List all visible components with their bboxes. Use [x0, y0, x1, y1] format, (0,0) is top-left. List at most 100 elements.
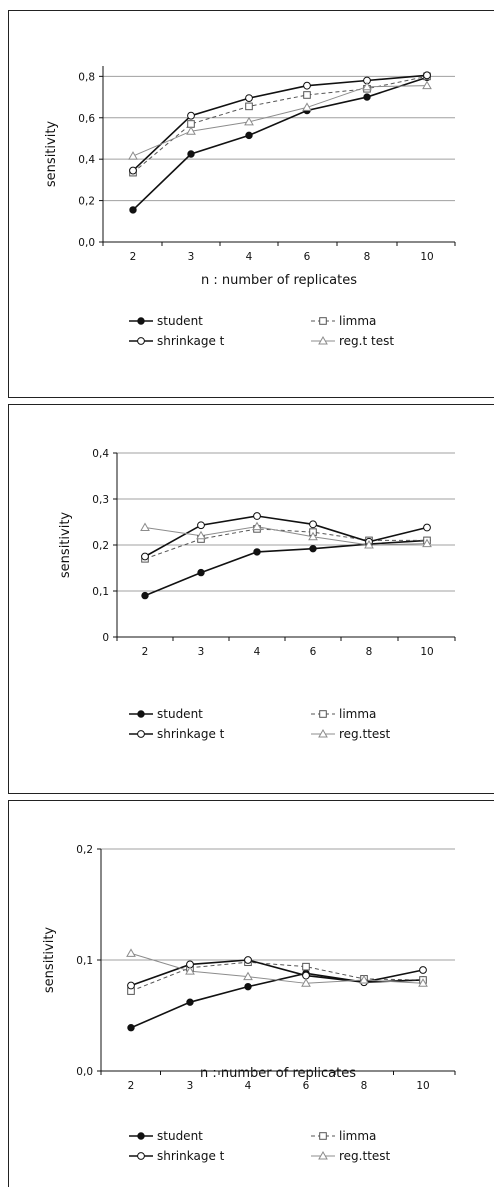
- x-tick-label: 6: [310, 646, 317, 658]
- series-line-limma: [130, 961, 424, 992]
- series-line-limma: [144, 528, 427, 560]
- legend-label-limma: limma: [339, 314, 376, 328]
- legend-marker-student: [137, 317, 145, 325]
- data-point-reg-ttest: [308, 531, 318, 541]
- y-tick-label: 0,0: [76, 1066, 93, 1078]
- data-point-reg-t-test: [128, 151, 138, 160]
- y-tick-label: 0,3: [92, 494, 109, 506]
- series-line-student: [132, 76, 428, 211]
- data-point-limma: [303, 91, 311, 99]
- legend-marker-student: [137, 710, 145, 718]
- x-tick-label: 6: [304, 251, 311, 263]
- data-point-student: [187, 150, 195, 158]
- data-point-reg-ttest: [243, 971, 253, 981]
- data-point-student: [309, 544, 317, 553]
- series-line-reg-t-test: [132, 85, 428, 157]
- data-point-student: [363, 93, 371, 101]
- legend-marker-shrinkage-t: [137, 730, 145, 738]
- x-tick-label: 8: [364, 251, 371, 263]
- legend-marker-shrinkage-t: [137, 1152, 145, 1160]
- legend-label-shrinkage-t: shrinkage t: [157, 727, 225, 741]
- y-axis-title: sensitivity: [42, 927, 57, 994]
- data-point-limma: [302, 962, 310, 971]
- legend-label-shrinkage-t: shrinkage t: [157, 1149, 225, 1163]
- legend-marker-student: [137, 1132, 145, 1140]
- data-point-reg-t-test: [362, 81, 372, 91]
- data-point-reg-ttest: [301, 978, 311, 987]
- x-tick-label: 3: [188, 251, 195, 263]
- data-point-reg-ttest: [422, 538, 432, 548]
- data-point-student: [244, 982, 252, 991]
- series-line-student: [130, 972, 424, 1029]
- series-line-reg-ttest: [130, 952, 424, 984]
- data-point-reg-t-test: [422, 80, 432, 90]
- y-tick-label: 0,1: [76, 955, 93, 967]
- data-point-shrinkage-t: [141, 552, 149, 561]
- legend-label-reg-t-test: reg.t test: [339, 334, 394, 348]
- data-point-shrinkage-t: [187, 111, 195, 120]
- data-point-student: [127, 1024, 135, 1032]
- y-tick-label: 0,4: [78, 154, 95, 166]
- chart-3-svg: 0,0 0,1 0,2 2 3 4 6 8 10 sensitivity n : number of…: [42, 844, 456, 1163]
- data-point-shrinkage-t: [244, 956, 252, 964]
- legend-label-limma: limma: [339, 1129, 376, 1143]
- x-tick-label: 8: [361, 1080, 368, 1092]
- legend-label-reg-ttest: reg.ttest: [339, 727, 391, 741]
- data-point-reg-ttest: [364, 539, 374, 549]
- data-point-shrinkage-t: [127, 981, 135, 990]
- legend-marker-shrinkage-t: [137, 337, 145, 345]
- legend-label-reg-ttest: reg.ttest: [339, 1149, 391, 1163]
- data-point-shrinkage-t: [129, 166, 137, 175]
- legend-marker-limma: [319, 710, 327, 718]
- chart-1-svg: 0,0 0,2 0,4 0,6 0,8 2 3 4 6 8 10 sensitivity n : num…: [44, 66, 456, 348]
- legend-label-student: student: [157, 1129, 203, 1143]
- data-point-limma: [245, 102, 253, 111]
- y-tick-label: 0,0: [78, 237, 95, 249]
- data-point-shrinkage-t: [423, 523, 431, 532]
- x-axis-title: n : number of replicates: [200, 1066, 356, 1081]
- data-point-reg-t-test: [244, 116, 254, 126]
- x-tick-label: 8: [366, 646, 373, 658]
- x-tick-label: 10: [420, 646, 433, 658]
- series-line-shrinkage-t: [144, 515, 428, 558]
- legend-label-student: student: [157, 707, 203, 721]
- y-tick-label: 0,2: [76, 844, 93, 856]
- legend-marker-limma: [319, 1132, 327, 1140]
- x-axis-title: n : number of replicates: [201, 273, 357, 288]
- data-point-shrinkage-t: [253, 512, 261, 520]
- x-tick-label: 10: [416, 1080, 429, 1092]
- x-tick-label: 10: [420, 251, 433, 263]
- x-tick-label: 4: [245, 1080, 252, 1092]
- x-tick-label: 6: [303, 1080, 310, 1092]
- legend-label-student: student: [157, 314, 203, 328]
- y-axis-title: sensitivity: [58, 512, 73, 579]
- data-point-shrinkage-t: [302, 971, 310, 980]
- y-tick-label: 0,2: [92, 540, 109, 552]
- data-point-reg-ttest: [359, 974, 369, 984]
- data-point-reg-ttest: [140, 522, 150, 532]
- series-line-limma: [132, 75, 428, 174]
- chart-2-svg: 0 0,1 0,2 0,3 0,4 2 3 4 6 8 10 sensitivity student li…: [58, 448, 456, 741]
- y-tick-label: 0,4: [92, 448, 109, 460]
- legend-label-shrinkage-t: shrinkage t: [157, 334, 225, 348]
- legend-label-limma: limma: [339, 707, 376, 721]
- data-point-reg-ttest: [185, 966, 195, 975]
- legend-marker-reg-t-test: [318, 335, 328, 345]
- x-tick-label: 2: [142, 646, 149, 658]
- data-point-student: [129, 206, 137, 214]
- data-point-reg-t-test: [302, 102, 312, 111]
- x-tick-label: 2: [130, 251, 137, 263]
- y-tick-label: 0: [102, 632, 109, 644]
- legend-marker-limma: [319, 317, 327, 325]
- data-point-shrinkage-t: [245, 94, 253, 102]
- y-tick-label: 0,2: [78, 196, 95, 208]
- y-tick-label: 0,1: [92, 586, 109, 598]
- data-point-shrinkage-t: [303, 81, 311, 90]
- data-point-reg-ttest: [418, 978, 428, 987]
- x-tick-label: 3: [198, 646, 205, 658]
- y-axis-title: sensitivity: [44, 121, 59, 188]
- chart-panel-2: 0 0,1 0,2 0,3 0,4 2 3 4 6 8 10 sensitivity student li…: [8, 404, 494, 794]
- series-line-student: [144, 539, 428, 597]
- series-line-shrinkage-t: [132, 74, 428, 172]
- chart-panel-1: 0,0 0,2 0,4 0,6 0,8 2 3 4 6 8 10 sensitivity n : num…: [8, 10, 494, 398]
